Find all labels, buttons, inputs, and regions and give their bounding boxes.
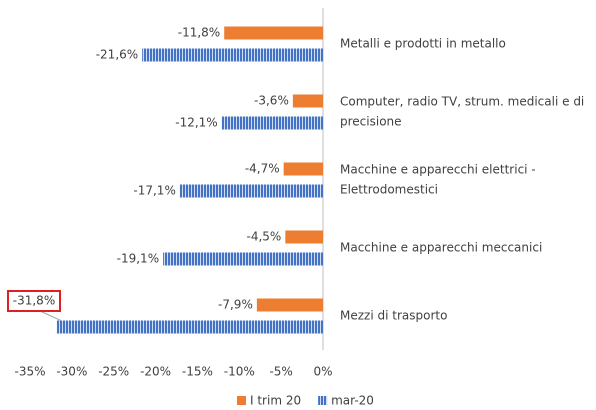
x-tick-label: -20% (140, 365, 171, 379)
value-label: -31,8% (13, 294, 55, 308)
category-label: Mezzi di trasporto (340, 309, 447, 323)
bar (179, 184, 323, 198)
category-label: Elettrodomestici (340, 183, 438, 197)
x-tick-label: -25% (98, 365, 129, 379)
bar (285, 230, 323, 244)
bar (163, 252, 323, 266)
bar (142, 48, 323, 62)
category-label: precisione (340, 115, 402, 129)
category-label: Computer, radio TV, strum. medicali e di (340, 95, 584, 109)
value-label: -21,6% (96, 48, 138, 62)
category-label: Macchine e apparecchi elettrici - (340, 163, 536, 177)
value-label: -7,9% (218, 298, 253, 312)
value-label: -17,1% (133, 184, 175, 198)
value-label: -19,1% (117, 252, 159, 266)
x-tick-label: -5% (269, 365, 292, 379)
legend-swatch (237, 396, 246, 405)
value-label: -12,1% (175, 116, 217, 130)
bar (221, 116, 323, 130)
value-label: -3,6% (254, 94, 289, 108)
value-label: -11,8% (178, 26, 220, 40)
x-tick-label: -35% (14, 365, 45, 379)
bar (56, 320, 323, 334)
bar (283, 162, 323, 176)
legend-label: mar-20 (331, 394, 374, 408)
x-tick-label: -10% (224, 365, 255, 379)
highlight-box (7, 290, 61, 312)
x-tick-label: -30% (56, 365, 87, 379)
leader-line (39, 310, 61, 321)
bar (224, 26, 323, 40)
value-label: -4,7% (245, 162, 280, 176)
category-label: Metalli e prodotti in metallo (340, 37, 506, 51)
value-label: -4,5% (247, 230, 282, 244)
x-tick-label: -15% (182, 365, 213, 379)
category-label: Macchine e apparecchi meccanici (340, 241, 542, 255)
legend-swatch (318, 396, 328, 405)
legend-label: I trim 20 (250, 394, 301, 408)
bar (292, 94, 323, 108)
bar (256, 298, 323, 312)
x-tick-label: 0% (313, 365, 332, 379)
